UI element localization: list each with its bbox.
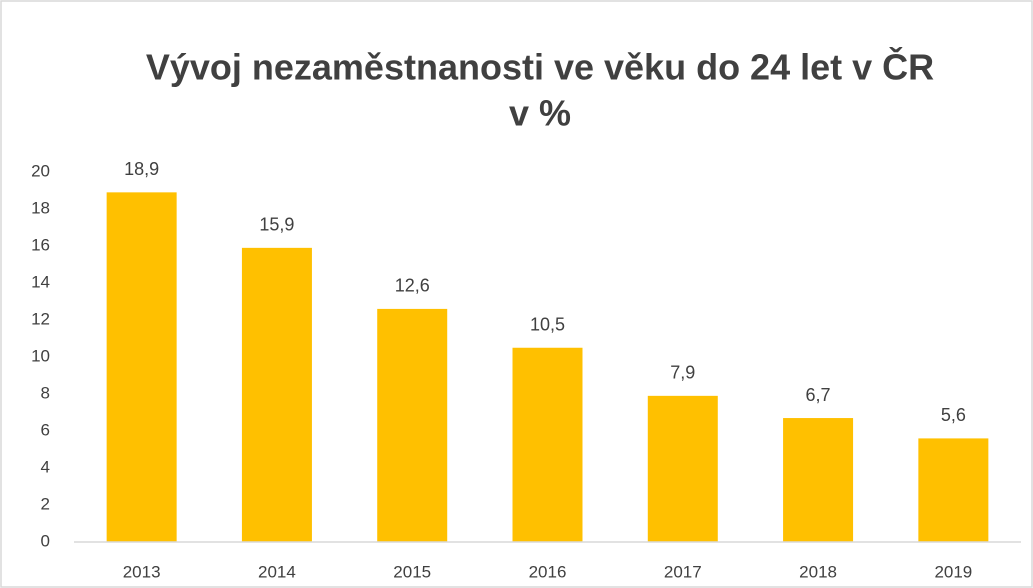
x-tick-label: 2017 xyxy=(664,562,702,581)
y-tick-label: 6 xyxy=(41,420,50,439)
y-tick-label: 14 xyxy=(31,272,50,291)
y-tick-label: 4 xyxy=(41,457,50,476)
value-label: 18,9 xyxy=(124,159,159,179)
x-tick-label: 2013 xyxy=(123,562,161,581)
value-label: 12,6 xyxy=(395,276,430,296)
bar xyxy=(918,438,989,542)
y-tick-label: 18 xyxy=(31,198,50,217)
value-label: 15,9 xyxy=(259,215,294,235)
chart-subtitle: v % xyxy=(509,93,571,134)
value-label: 5,6 xyxy=(941,405,966,425)
x-tick-label: 2015 xyxy=(393,562,431,581)
y-tick-label: 2 xyxy=(41,494,50,513)
value-label: 7,9 xyxy=(670,363,695,383)
x-tick-label: 2018 xyxy=(799,562,837,581)
y-tick-label: 12 xyxy=(31,309,50,328)
value-label: 10,5 xyxy=(530,315,565,335)
bar xyxy=(512,347,583,542)
bar xyxy=(377,308,448,542)
bar xyxy=(647,395,718,542)
y-tick-label: 10 xyxy=(31,346,50,365)
chart-title: Vývoj nezaměstnanosti ve věku do 24 let … xyxy=(146,46,934,88)
value-label: 6,7 xyxy=(806,385,831,405)
x-tick-label: 2014 xyxy=(258,562,296,581)
bar xyxy=(106,192,177,542)
y-tick-label: 0 xyxy=(41,531,50,550)
y-tick-label: 20 xyxy=(31,161,50,180)
y-tick-label: 16 xyxy=(31,235,50,254)
x-tick-label: 2019 xyxy=(934,562,972,581)
x-tick-label: 2016 xyxy=(529,562,567,581)
bar xyxy=(241,247,312,542)
bar xyxy=(783,418,854,542)
y-tick-label: 8 xyxy=(41,383,50,402)
